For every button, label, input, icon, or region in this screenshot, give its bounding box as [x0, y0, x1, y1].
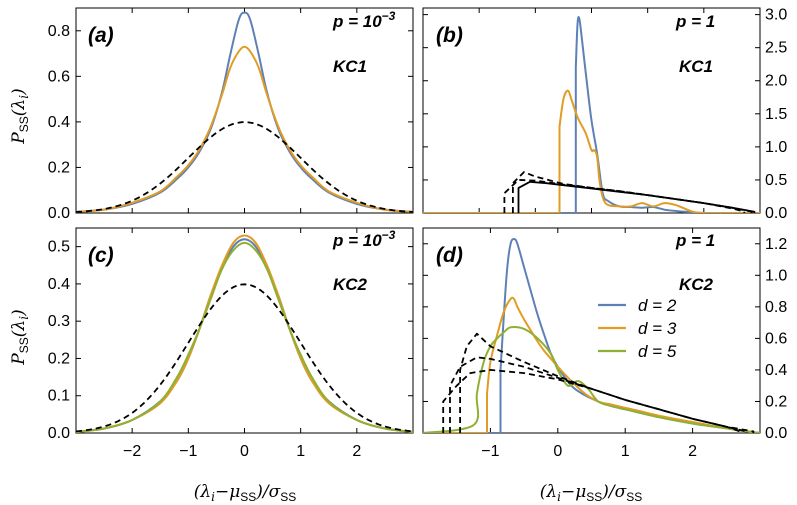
y-axis-title-bottom: PSS(λi)	[9, 309, 31, 365]
panel-d-ytick-label: 0.6	[765, 330, 787, 347]
y-axis-title-text: PSS(λi)	[9, 309, 31, 365]
panel-d-frame: 0.0 0.2 0.4 0.6 0.8 1.0 1.2 −1 0 1 2	[422, 227, 787, 460]
panel-b-series-dashed-2	[503, 179, 753, 213]
panel-d-xtick-label: 0	[553, 443, 562, 460]
panel-d-plot-area	[423, 238, 760, 433]
panel-c-p-label: p = 10−3	[332, 228, 396, 250]
panel-a-ytick-label: 0.8	[48, 23, 70, 40]
panel-c-ytick-label: 0.2	[48, 350, 70, 367]
panel-c-ytick-label: 0.1	[48, 388, 70, 405]
panel-c-ytick-label: 0.5	[48, 239, 70, 256]
panel-c-ytick-label: 0.0	[48, 425, 70, 442]
legend-label: d = 2	[638, 296, 677, 315]
panel-b-border	[422, 7, 761, 214]
panel-c-tag: (c)	[88, 244, 114, 267]
legend-label: d = 5	[638, 342, 677, 361]
panel-b-series-solid-black	[517, 181, 756, 213]
panel-b-plot-area	[423, 16, 760, 213]
panel-d-series-dashed-2	[449, 356, 748, 433]
panel-c-xtick-label: 2	[352, 443, 361, 460]
panel-c-kc-label: KC2	[333, 275, 368, 294]
panel-a-series-Gaussian	[76, 121, 413, 213]
panel-b-frame: 0.0 0.5 1.0 1.5 2.0 2.5 3.0	[422, 7, 787, 222]
y-axis-title-top: PSS(λi)	[9, 88, 31, 144]
panel-a-series-d-3	[76, 45, 413, 213]
panel-a-series-d-2	[76, 11, 413, 213]
panel-a-kc-label: KC1	[333, 57, 367, 76]
panel-d-series-d-5	[423, 326, 760, 433]
panel-b-ytick-label: 0.0	[765, 205, 787, 222]
panel-c-xtick-label: 0	[240, 443, 249, 460]
x-axis-title-text: (λi−μSS)/σSS	[540, 482, 643, 504]
panel-a-ytick-label: 0.6	[48, 68, 70, 85]
x-axis-title-text: (λi−μSS)/σSS	[194, 482, 297, 504]
panel-d-series-dashed-3	[442, 369, 755, 433]
panel-c-frame: 0.0 0.1 0.2 0.3 0.4 0.5 −2 −1 0 1 2	[48, 227, 414, 460]
panel-c-xtick-label: 1	[296, 443, 305, 460]
panel-a-border	[75, 7, 414, 214]
panel-d-series-dashed-1	[459, 332, 741, 433]
panel-a-plot-area	[76, 11, 413, 213]
panel-d-series-d-2	[423, 238, 760, 433]
legend-label: d = 3	[638, 319, 677, 338]
panel-c-series-Gaussian	[76, 283, 413, 433]
panel-c-series-d-5	[76, 241, 413, 433]
panel-d-border	[422, 227, 761, 434]
panel-d-xtick-label: −1	[481, 443, 499, 460]
panel-b-ytick-label: 0.5	[765, 172, 787, 189]
panel-c-xtick-label: −2	[123, 443, 141, 460]
panel-d-kc-label: KC2	[679, 275, 714, 294]
panel-c-plot-area	[76, 234, 413, 433]
panel-a-ytick-label: 0.0	[48, 205, 70, 222]
panel-d-ytick-label: 0.8	[765, 299, 787, 316]
panel-c-series-d-2	[76, 238, 413, 433]
panel-b-series-d-3	[423, 89, 760, 213]
panel-d-ytick-label: 1.2	[765, 236, 787, 253]
x-axis-title-left: (λi−μSS)/σSS	[194, 482, 297, 504]
panel-b-kc-label: KC1	[679, 57, 713, 76]
panel-b-ytick-label: 3.0	[765, 7, 787, 24]
panel-d-ytick-label: 0.0	[765, 425, 787, 442]
panel-d-tag: (d)	[436, 244, 463, 267]
legend: d = 2 d = 3 d = 5	[598, 296, 677, 361]
panel-d-ytick-label: 0.4	[765, 362, 787, 379]
panel-b-ytick-label: 2.5	[765, 40, 787, 57]
panel-c-ytick-label: 0.3	[48, 313, 70, 330]
panel-d-ytick-label: 1.0	[765, 267, 787, 284]
panel-a-frame: 0.0 0.2 0.4 0.6 0.8	[48, 7, 414, 222]
panel-d-xtick-label: 1	[621, 443, 630, 460]
panel-c-border	[75, 227, 414, 434]
panel-d-xtick-label: 2	[688, 443, 697, 460]
panel-a-ytick-label: 0.2	[48, 159, 70, 176]
panel-c-xtick-label: −1	[179, 443, 197, 460]
panel-a-p-label: p = 10−3	[332, 9, 396, 31]
panel-c-ytick-label: 0.4	[48, 276, 70, 293]
panel-a-ytick-label: 0.4	[48, 114, 70, 131]
panel-b-series-d-2	[423, 16, 760, 213]
panel-d-ytick-label: 0.2	[765, 393, 787, 410]
x-axis-title-right: (λi−μSS)/σSS	[540, 482, 643, 504]
panel-d-p-label: p = 1	[675, 231, 715, 250]
panel-b-ytick-label: 2.0	[765, 73, 787, 90]
panel-b-ytick-label: 1.5	[765, 106, 787, 123]
panel-c-series-d-3	[76, 234, 413, 433]
panel-d-series-d-3	[423, 296, 760, 433]
panel-a-tag: (a)	[88, 24, 114, 47]
y-axis-title-text: PSS(λi)	[9, 88, 31, 144]
panel-b-ytick-label: 1.0	[765, 139, 787, 156]
panel-b-tag: (b)	[436, 24, 463, 47]
panel-b-p-label: p = 1	[675, 12, 715, 31]
